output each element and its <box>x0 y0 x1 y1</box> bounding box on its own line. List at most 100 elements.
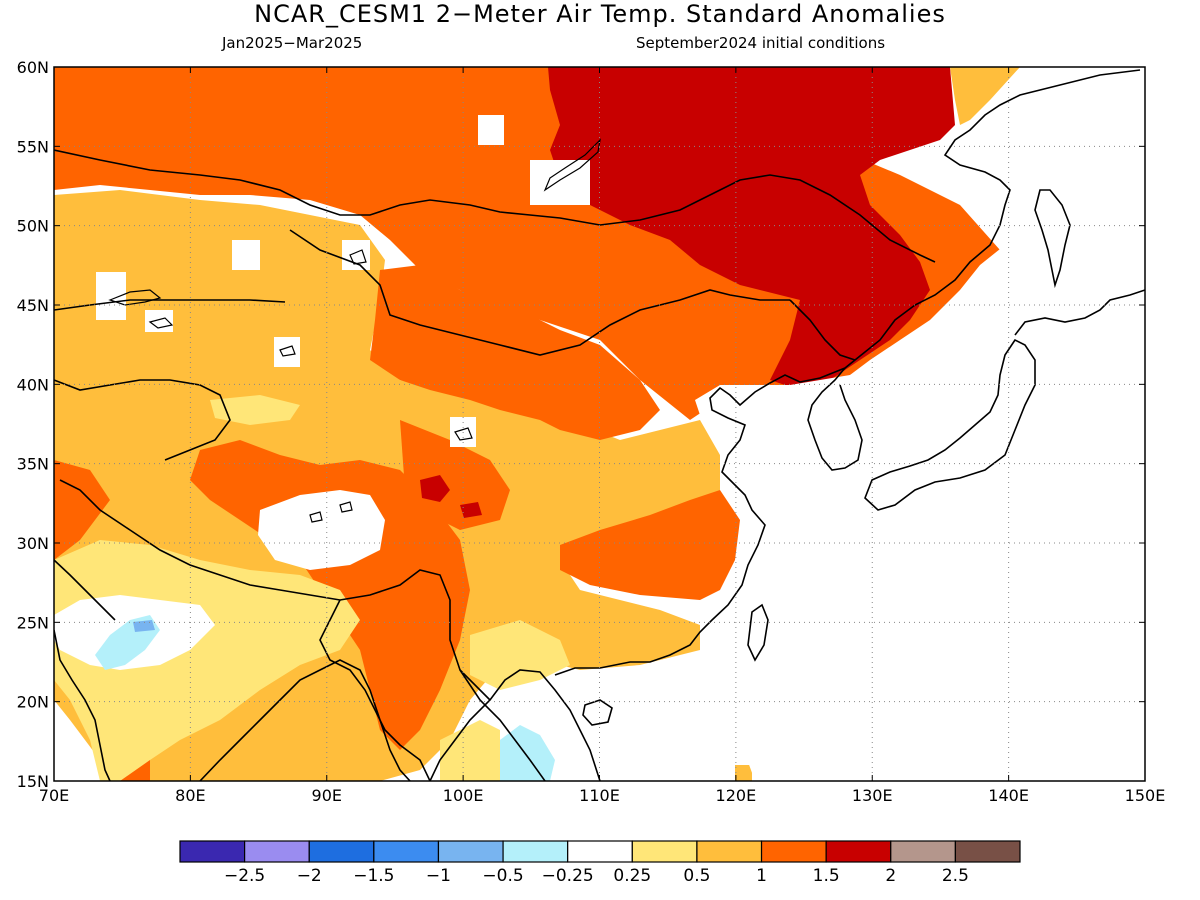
lat-tick-label: 30N <box>17 534 49 553</box>
anomaly-region-yellow-south-china <box>470 620 570 690</box>
coastline-taiwan <box>747 603 769 662</box>
lon-tick-label: 150E <box>1125 786 1166 805</box>
forecast-period: Jan2025−Mar2025 <box>222 34 363 52</box>
coastline-indochina <box>429 669 601 781</box>
border-russia <box>54 149 936 263</box>
colorbar-label: −2 <box>297 866 322 886</box>
colorbar-label: −1.5 <box>353 866 394 886</box>
colorbar-swatch <box>567 840 633 863</box>
anomaly-region-darkred-northeast <box>548 67 955 390</box>
lat-tick-label: 25N <box>17 613 49 632</box>
colorbar-label: 2 <box>885 866 896 886</box>
lat-tick-label: 20N <box>17 693 49 712</box>
axis-ticks <box>53 66 1146 782</box>
gridlines <box>54 67 1145 781</box>
coastline-bay-of-bengal <box>199 659 411 781</box>
colorbar-swatch <box>696 840 763 863</box>
coastlines-and-borders <box>54 69 1145 781</box>
coastline-india-west <box>54 629 111 781</box>
mask-square <box>342 240 370 270</box>
lake-mongolia <box>349 249 367 265</box>
lat-tick-label: 50N <box>17 217 49 236</box>
lake-issyk-kul <box>148 317 174 329</box>
lat-tick-label: 40N <box>17 375 49 394</box>
coastline-hokkaido <box>1014 289 1145 336</box>
lon-tick-label: 80E <box>175 786 205 805</box>
coastline-sakhalin <box>1034 189 1071 289</box>
coastline-hainan <box>582 699 613 726</box>
lake-tibet-2 <box>309 511 323 523</box>
longitude-labels: 70E 80E 90E 100E 110E 120E 130E 140E 150E <box>39 786 1166 805</box>
colorbar-label: 2.5 <box>942 866 969 886</box>
coastline-korea <box>807 367 863 471</box>
latitude-labels: 15N 20N 25N 30N 35N 40N 45N 50N 55N 60N <box>17 58 49 791</box>
coastline-east-asia <box>554 69 1141 676</box>
colorbar-swatch <box>244 840 310 863</box>
colorbar-swatch <box>308 840 375 863</box>
anomaly-region-white-tibet <box>258 490 385 570</box>
border-himalaya <box>59 479 491 701</box>
lon-tick-label: 90E <box>312 786 342 805</box>
colorbar-swatch <box>179 840 246 863</box>
colorbar-swatch <box>760 840 827 863</box>
border-indochina <box>459 669 546 781</box>
lat-tick-label: 60N <box>17 58 49 77</box>
coastline-japan-honshu <box>864 338 1036 511</box>
lon-tick-label: 130E <box>852 786 893 805</box>
colorbar-label: 1.5 <box>813 866 840 886</box>
colorbar-labels: −2.5 −2 −1.5 −1 −0.5 −0.25 0.25 0.5 1 1.5 2 2.5 <box>224 866 969 886</box>
colorbar-swatch <box>890 840 956 863</box>
lake-tibet-1 <box>279 345 296 357</box>
lat-tick-label: 35N <box>17 455 49 474</box>
border-mongolia-south <box>289 229 790 356</box>
border-myanmar <box>319 599 431 781</box>
map-area <box>54 67 1145 781</box>
mask-square <box>232 240 260 270</box>
lon-tick-label: 100E <box>443 786 484 805</box>
colorbar-swatch <box>373 840 440 863</box>
lat-tick-label: 55N <box>17 137 49 156</box>
colorbar-swatch <box>631 840 698 863</box>
border-central-asia <box>54 379 231 461</box>
anomaly-region-orange-central-band <box>400 420 510 530</box>
anomaly-region-orange-south-india <box>54 460 110 560</box>
anomaly-region-blue-spot <box>133 620 155 632</box>
border-pakistan <box>54 559 116 621</box>
colorbar <box>179 840 1021 863</box>
anomaly-region-south-island <box>735 765 752 781</box>
anomaly-region-yellow-indochina <box>440 720 500 781</box>
lat-tick-label: 15N <box>17 772 49 791</box>
lon-tick-label: 110E <box>579 786 620 805</box>
anomaly-region-orange-east-china <box>560 490 740 600</box>
colorbar-label: 0.5 <box>683 866 710 886</box>
lon-tick-label: 120E <box>716 786 757 805</box>
lake-baikal <box>543 138 601 192</box>
colorbar-label: −0.25 <box>542 866 594 886</box>
lake-tibet-3 <box>339 501 353 513</box>
colorbar-label: 0.25 <box>613 866 651 886</box>
anomaly-region-darkred-central-2 <box>460 502 482 518</box>
border-china-northeast <box>789 299 856 361</box>
japan-land <box>905 330 1040 470</box>
ocean-masked-area <box>695 67 1145 781</box>
anomaly-region-orange-north-china <box>370 265 660 440</box>
colorbar-label: 1 <box>756 866 767 886</box>
initial-conditions: September2024 initial conditions <box>636 34 886 52</box>
lake-qinghai <box>454 427 473 441</box>
colorbar-swatch <box>825 840 892 863</box>
lon-tick-label: 140E <box>988 786 1029 805</box>
colorbar-swatch <box>954 840 1021 863</box>
colorbar-label: −0.5 <box>482 866 523 886</box>
colorbar-swatch <box>502 840 569 863</box>
lat-tick-label: 45N <box>17 296 49 315</box>
anomaly-region-yellow-north <box>210 395 300 425</box>
mask-square <box>274 337 300 367</box>
colorbar-swatch <box>437 840 504 863</box>
anomaly-region-darkred-central <box>420 475 450 502</box>
colorbar-label: −2.5 <box>224 866 265 886</box>
map-title: NCAR_CESM1 2−Meter Air Temp. Standard An… <box>254 0 946 28</box>
lon-tick-label: 70E <box>39 786 69 805</box>
colorbar-label: −1 <box>426 866 451 886</box>
mask-square <box>478 115 504 145</box>
